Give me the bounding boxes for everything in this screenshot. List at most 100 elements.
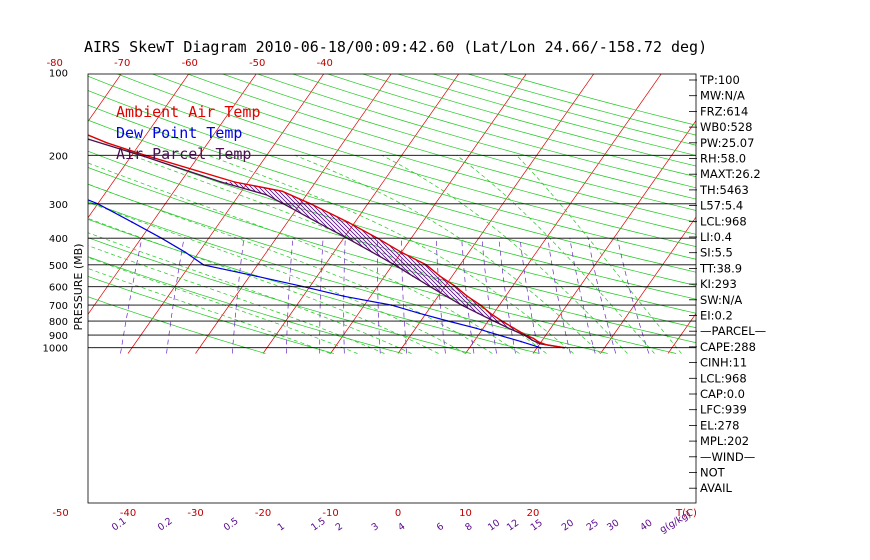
index-label: SI:5.5 [700, 246, 733, 260]
index-label: SW:N/A [700, 293, 742, 307]
mixing-ratio-tick-label: 12 [505, 518, 521, 534]
mixing-ratio-tick-label: 25 [585, 518, 601, 534]
dewpoint-point [184, 251, 187, 254]
mixing-ratio-tick-label: 0.2 [156, 516, 175, 534]
parcel-point [412, 275, 414, 278]
ambient-point [347, 221, 349, 224]
moist-adiabat-line [88, 183, 493, 354]
mixing-ratio-line [343, 238, 346, 354]
mixing-ratio-tick-label: 8 [463, 521, 474, 533]
moist-adiabat-line [88, 162, 520, 354]
isotherm-line [465, 74, 662, 354]
parcel-point [477, 312, 479, 315]
moist-adiabat-line [131, 154, 547, 354]
index-label: RH:58.0 [700, 152, 746, 166]
index-label: —WIND— [700, 450, 755, 464]
cape-area [221, 182, 565, 348]
temp-top-tick-labels: -120-110-100-90-80-70-60-50-40 [47, 58, 333, 69]
pressure-tick-label: 700 [49, 301, 68, 312]
legend-item: Air Parcel Temp [116, 145, 251, 163]
pressure-tick-label: 600 [49, 283, 68, 294]
ambient-point [489, 312, 492, 315]
isotherm-line [262, 74, 460, 354]
index-label: EI:0.2 [700, 309, 733, 323]
pressure-tick-label: 500 [49, 261, 68, 272]
parcel-point [539, 343, 541, 345]
pressure-tick-labels: 100 200 300 400 500 600 700 800 900 1000 [43, 69, 68, 355]
dry-adiabat-line [326, 74, 696, 178]
temp-top-tick-label: -70 [114, 58, 130, 69]
moist-adiabat-line [456, 155, 655, 354]
moist-adiabat-line [207, 154, 574, 354]
isotherm-line [127, 74, 325, 354]
temp-bottom-tick-labels: -50 -40 -30 -20 -10 0 10 20 [52, 508, 539, 519]
ambient-point [545, 343, 547, 346]
index-label: LCL:968 [700, 371, 747, 385]
series-ambient-line [88, 74, 565, 349]
plot-frame [87, 73, 697, 504]
index-label: LCL:968 [700, 214, 747, 228]
mixing-ratio-line [481, 238, 497, 354]
index-label: LI:0.4 [700, 230, 732, 244]
mixing-ratio-line [319, 238, 324, 354]
mixing-ratio-line [285, 238, 294, 354]
dewpoint-point [255, 275, 258, 278]
index-label: —PARCEL— [700, 324, 766, 338]
legend-item: Dew Point Temp [116, 124, 242, 142]
mixing-ratio-tick-label: 3 [370, 521, 381, 533]
pressure-tick-label: 1000 [43, 344, 68, 355]
mixing-ratio-tick-label: 10 [486, 518, 502, 534]
mixing-ratio-tick-label: 2 [334, 521, 345, 533]
temp-top-tick-label: -50 [249, 58, 265, 69]
moist-adiabat-line [88, 245, 385, 354]
isotherm-line [88, 74, 122, 122]
dry-adiabat-line [88, 150, 696, 329]
dry-adiabat-line [88, 218, 540, 354]
temp-bottom-tick-label: -20 [255, 508, 271, 519]
y-axis-label: PRESSURE (MB) [72, 244, 85, 331]
index-label: TP:100 [699, 73, 740, 87]
dewpoint-point [31, 181, 33, 183]
mixing-ratio-line [461, 238, 475, 354]
temp-top-tick-label: -40 [317, 58, 333, 69]
legend-item: Ambient Air Temp [116, 103, 261, 121]
dewpoint-point [65, 190, 67, 192]
temp-bottom-tick-label: -30 [187, 508, 203, 519]
dry-adiabat-line [88, 256, 403, 354]
mixing-ratio-tick-label: 30 [605, 518, 621, 534]
pressure-tick-label: 200 [49, 151, 68, 162]
index-label: NOT [700, 466, 726, 480]
pressure-tick-label: 900 [49, 331, 68, 342]
isotherm-line [88, 74, 190, 219]
temp-bottom-tick-label: -40 [120, 508, 136, 519]
cape-hatch [221, 182, 565, 348]
isotherm-line [397, 74, 595, 354]
index-label: LFC:939 [700, 403, 747, 417]
ambient-point [537, 340, 539, 343]
parcel-point [220, 181, 222, 183]
ambient-point [233, 181, 236, 183]
moist-adiabat-line [88, 257, 358, 354]
dry-adiabat-line [151, 74, 696, 235]
mixing-ratio-line [569, 238, 596, 354]
temp-bottom-tick-label: 20 [527, 508, 540, 519]
isotherm-line [0, 73, 55, 354]
legend: Ambient Air Temp Dew Point Temp Air Parcel… [116, 103, 261, 163]
dewpoint-point [520, 340, 522, 343]
dry-adiabat-line [256, 74, 696, 200]
parcel-point [531, 339, 534, 341]
mixing-ratio-line [498, 238, 516, 354]
isotherm-line [667, 312, 696, 354]
mixing-ratio-tick-label: 6 [435, 521, 446, 533]
index-label: CAP:0.0 [700, 387, 745, 401]
ambient-point [513, 327, 516, 330]
dry-adiabat-line [88, 90, 696, 273]
mixing-ratio-line [166, 238, 185, 354]
dry-adiabat-line [88, 104, 696, 286]
index-label: L57:5.4 [700, 199, 743, 213]
dry-adiabat-line [116, 74, 696, 247]
moist-adiabat-line [88, 201, 466, 354]
index-label: WB0:528 [700, 120, 752, 134]
pressure-tick-label: 300 [49, 200, 68, 211]
